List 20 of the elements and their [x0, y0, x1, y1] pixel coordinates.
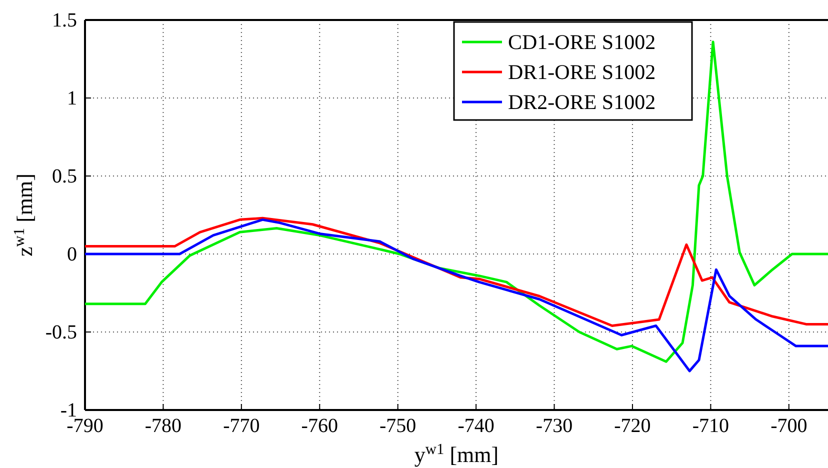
line-series: [85, 218, 828, 372]
legend-label: CD1-ORE S1002: [508, 30, 656, 54]
x-axis-title: y$^{w1}$ [mm]: [414, 440, 499, 467]
y-tick-label: 1: [67, 87, 77, 110]
y-tick-label: -0.5: [45, 321, 77, 344]
x-tick-label: -700: [770, 415, 808, 438]
y-tick-label: 0: [67, 243, 77, 266]
x-tick-label: -780: [144, 415, 182, 438]
x-tick-label: -790: [66, 415, 104, 438]
x-tick-label: -760: [301, 415, 338, 438]
x-tick-label: -710: [692, 415, 730, 438]
x-tick-label: -730: [536, 415, 573, 438]
y-tick-label: 0.5: [52, 165, 77, 188]
legend-label: DR1-ORE S1002: [508, 60, 656, 84]
x-tick-label: -750: [380, 415, 416, 438]
x-tick-label: -720: [614, 415, 651, 438]
x-tick-label: -770: [223, 415, 260, 438]
legend-label: DR2-ORE S1002: [508, 90, 656, 114]
y-tick-label: 1.5: [52, 9, 77, 32]
x-tick-label: -740: [458, 415, 494, 438]
